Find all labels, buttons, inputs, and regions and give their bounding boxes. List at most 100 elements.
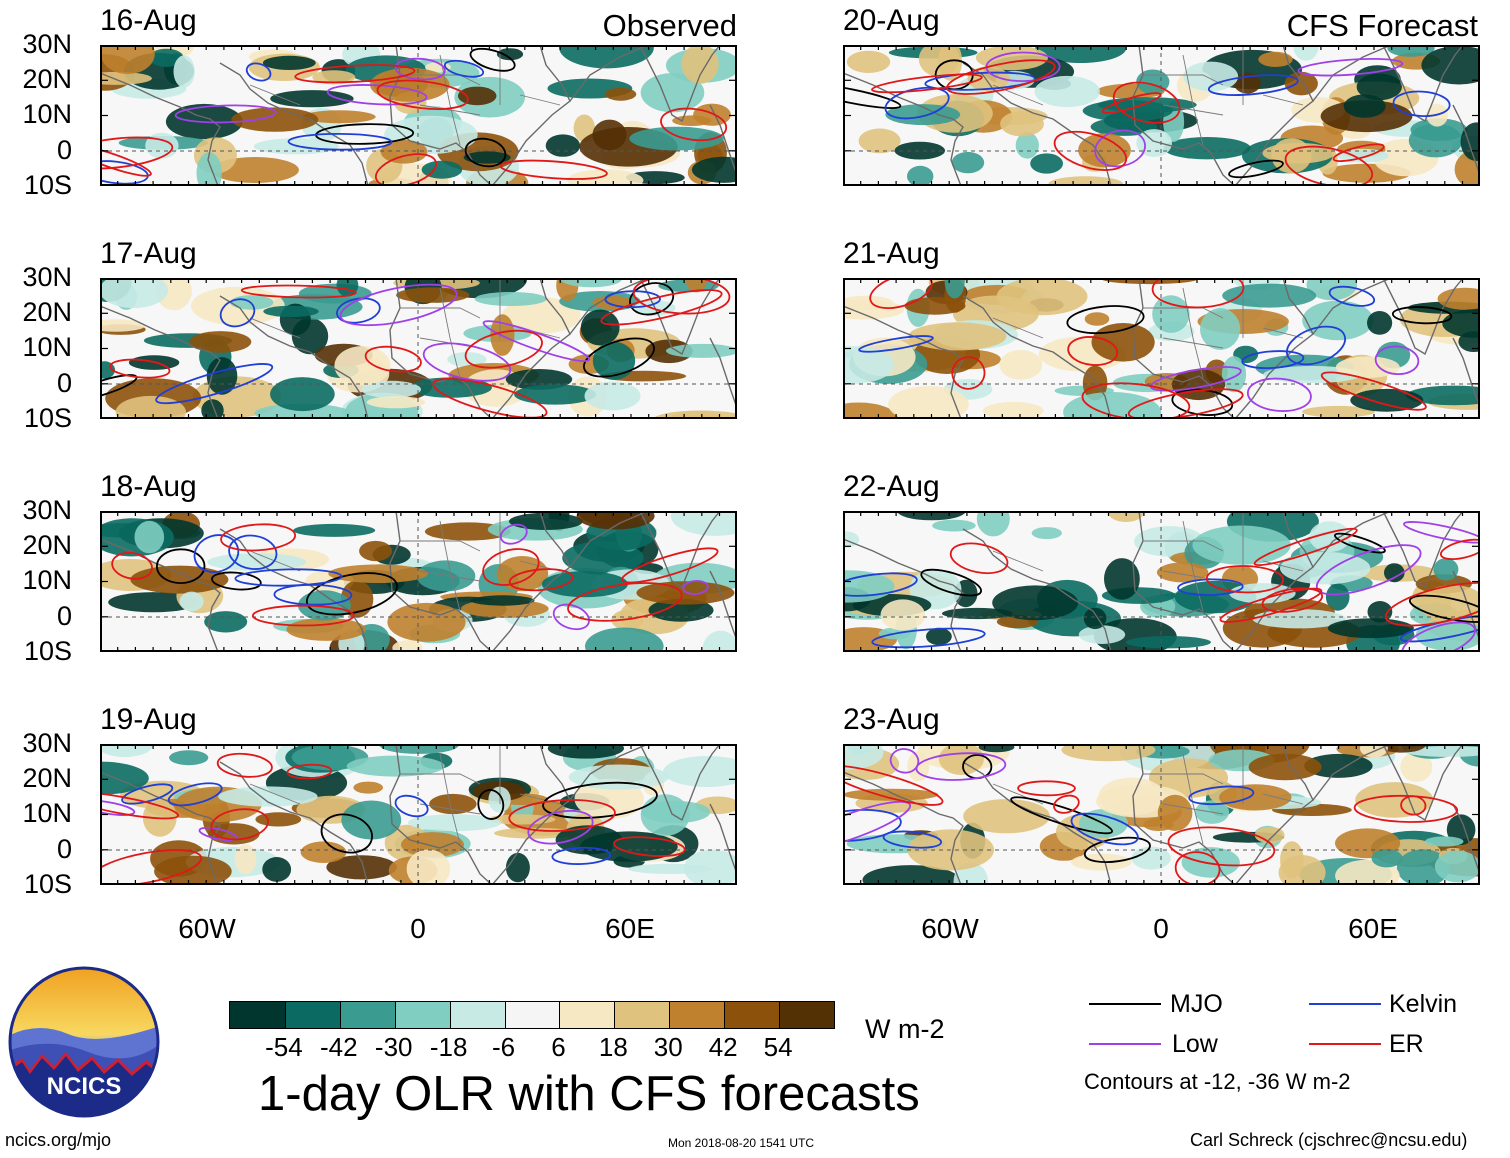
panel-date-label: 22-Aug bbox=[843, 470, 940, 503]
olr-anomaly-blob bbox=[663, 756, 737, 787]
forecast-heading: CFS Forecast bbox=[1286, 8, 1478, 43]
olr-anomaly-blob bbox=[270, 90, 354, 108]
lon-label: 60W bbox=[178, 913, 236, 944]
timestamp: Mon 2018-08-20 1541 UTC bbox=[668, 1136, 815, 1150]
lat-label: 10N bbox=[22, 798, 72, 828]
olr-anomaly-blob bbox=[1015, 132, 1039, 159]
er-contour bbox=[567, 582, 683, 622]
olr-anomaly-blob bbox=[286, 617, 366, 641]
olr-anomaly-blob bbox=[636, 581, 735, 605]
low-contour bbox=[889, 748, 920, 774]
olr-anomaly-blob bbox=[1035, 45, 1127, 63]
olr-anomaly-blob bbox=[154, 855, 232, 885]
coastline bbox=[491, 744, 571, 885]
er-contour bbox=[600, 289, 723, 326]
colorbar-tick-label: -6 bbox=[491, 1032, 516, 1062]
olr-anomaly-blob bbox=[189, 331, 252, 353]
olr-anomaly-blob bbox=[1377, 744, 1426, 753]
olr-anomaly-blob bbox=[1031, 527, 1062, 540]
ncics-logo-text: NCICS bbox=[47, 1073, 122, 1100]
olr-anomaly-blob bbox=[336, 278, 359, 297]
lat-label: 0 bbox=[56, 601, 72, 631]
kelvin-contour bbox=[884, 86, 950, 120]
olr-anomaly-blob bbox=[496, 48, 524, 61]
er-contour bbox=[951, 356, 986, 390]
country-border bbox=[419, 104, 481, 116]
country-border bbox=[1182, 287, 1204, 379]
coastline bbox=[639, 511, 721, 589]
olr-anomaly-blob bbox=[942, 607, 1013, 620]
olr-anomaly-blob bbox=[629, 126, 724, 151]
er-contour bbox=[1127, 388, 1244, 419]
coastline bbox=[491, 278, 571, 419]
low-contour bbox=[174, 104, 277, 124]
olr-anomaly-blob bbox=[201, 399, 224, 419]
olr-anomaly-blob bbox=[429, 793, 477, 815]
mjo-contour bbox=[156, 548, 206, 585]
olr-anomaly-blob bbox=[976, 511, 1010, 537]
colorbar-tick-label: -18 bbox=[429, 1032, 468, 1062]
olr-anomaly-blob bbox=[1434, 850, 1480, 883]
olr-anomaly-blob bbox=[1104, 558, 1140, 600]
olr-anomaly-blob bbox=[666, 343, 737, 358]
colorbar-swatch bbox=[449, 1002, 505, 1028]
colorbar-tick-label: -30 bbox=[374, 1032, 413, 1062]
olr-anomaly-blob bbox=[169, 750, 209, 766]
olr-anomaly-blob bbox=[100, 278, 169, 309]
country-border bbox=[1262, 793, 1304, 805]
er-contour bbox=[621, 547, 719, 584]
low-contour bbox=[499, 523, 528, 545]
mjo-contour bbox=[1333, 532, 1386, 554]
olr-anomaly-blob bbox=[1084, 312, 1110, 326]
country-border bbox=[400, 540, 481, 552]
olr-anomaly-blob bbox=[1396, 849, 1450, 885]
coastline bbox=[100, 771, 221, 885]
olr-anomaly-blob bbox=[1356, 73, 1402, 101]
panel-date-label: 19-Aug bbox=[100, 703, 197, 736]
olr-anomaly-blob bbox=[254, 403, 351, 419]
olr-map-panel bbox=[100, 744, 737, 885]
olr-anomaly-blob bbox=[1405, 385, 1480, 406]
olr-anomaly-blob bbox=[846, 50, 891, 73]
olr-anomaly-blob bbox=[702, 630, 737, 652]
country-border bbox=[1262, 94, 1304, 106]
low-contour bbox=[1401, 621, 1476, 652]
olr-anomaly-blob bbox=[1157, 794, 1193, 831]
coastline bbox=[569, 511, 649, 568]
coastline bbox=[1452, 337, 1480, 409]
lat-label: 30N bbox=[22, 262, 72, 292]
olr-anomaly-blob bbox=[326, 855, 397, 880]
olr-anomaly-blob bbox=[474, 292, 547, 306]
panel-date-label: 18-Aug bbox=[100, 470, 197, 503]
low-contour bbox=[482, 320, 590, 363]
country-border bbox=[1143, 74, 1224, 86]
coastline bbox=[709, 337, 737, 409]
olr-anomaly-blob bbox=[298, 590, 351, 621]
country-border bbox=[439, 287, 461, 379]
mjo-contour bbox=[1010, 796, 1113, 835]
lat-label: 0 bbox=[56, 834, 72, 864]
olr-anomaly-blob bbox=[457, 86, 497, 106]
coastline bbox=[639, 278, 721, 356]
mjo-contour bbox=[1408, 594, 1480, 623]
olr-anomaly-blob bbox=[1183, 61, 1239, 92]
olr-anomaly-blob bbox=[1309, 521, 1351, 553]
olr-anomaly-blob bbox=[1125, 636, 1211, 649]
er-contour bbox=[364, 345, 422, 373]
olr-anomaly-blob bbox=[907, 165, 934, 186]
coastline bbox=[1132, 511, 1236, 652]
legend-swatch-kelvin bbox=[1309, 1003, 1381, 1005]
mjo-contour bbox=[920, 568, 982, 597]
olr-anomaly-blob bbox=[880, 599, 926, 631]
er-contour bbox=[464, 329, 543, 369]
olr-anomaly-blob bbox=[130, 565, 229, 594]
olr-anomaly-blob bbox=[907, 751, 930, 782]
olr-anomaly-blob bbox=[1219, 784, 1292, 811]
olr-anomaly-blob bbox=[1302, 300, 1374, 341]
kelvin-contour bbox=[1070, 812, 1139, 846]
olr-anomaly-blob bbox=[560, 278, 622, 288]
coastline bbox=[1132, 45, 1236, 186]
coastline bbox=[709, 570, 737, 642]
er-contour bbox=[949, 542, 1009, 575]
country-border bbox=[439, 520, 461, 612]
